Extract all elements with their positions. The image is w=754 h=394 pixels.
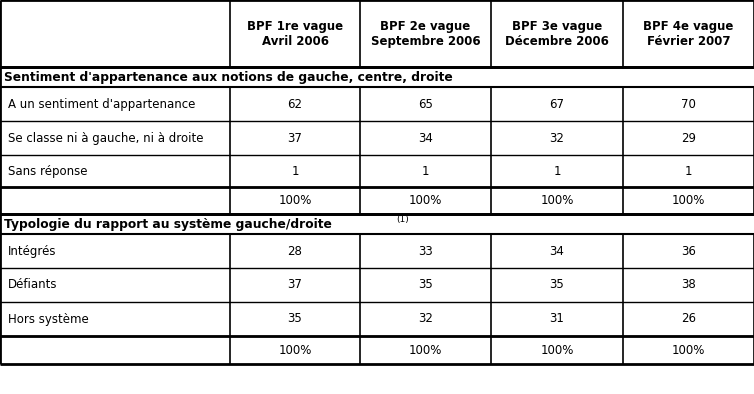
- Text: Sans réponse: Sans réponse: [8, 165, 87, 178]
- Text: 100%: 100%: [278, 194, 311, 207]
- Text: A un sentiment d'appartenance: A un sentiment d'appartenance: [8, 97, 195, 110]
- Text: 35: 35: [287, 312, 302, 325]
- Text: BPF 1re vague
Avril 2006: BPF 1re vague Avril 2006: [247, 19, 343, 48]
- Text: (1): (1): [396, 214, 409, 223]
- Text: 100%: 100%: [672, 344, 705, 357]
- Text: 37: 37: [287, 132, 302, 145]
- Text: 1: 1: [291, 165, 299, 178]
- Text: BPF 3e vague
Décembre 2006: BPF 3e vague Décembre 2006: [505, 19, 609, 48]
- Text: 32: 32: [550, 132, 565, 145]
- Text: 62: 62: [287, 97, 302, 110]
- Text: Se classe ni à gauche, ni à droite: Se classe ni à gauche, ni à droite: [8, 132, 204, 145]
- Text: 100%: 100%: [672, 194, 705, 207]
- Text: 35: 35: [418, 279, 433, 292]
- Text: 65: 65: [418, 97, 433, 110]
- Text: 100%: 100%: [541, 344, 574, 357]
- Text: 1: 1: [685, 165, 692, 178]
- Text: Intégrés: Intégrés: [8, 245, 57, 258]
- Text: Typologie du rapport au système gauche/droite: Typologie du rapport au système gauche/d…: [4, 217, 332, 230]
- Text: 70: 70: [681, 97, 696, 110]
- Text: 38: 38: [681, 279, 696, 292]
- Text: Sentiment d'appartenance aux notions de gauche, centre, droite: Sentiment d'appartenance aux notions de …: [4, 71, 452, 84]
- Text: BPF 2e vague
Septembre 2006: BPF 2e vague Septembre 2006: [371, 19, 480, 48]
- Text: 35: 35: [550, 279, 565, 292]
- Text: 1: 1: [553, 165, 561, 178]
- Text: 26: 26: [681, 312, 696, 325]
- Text: 100%: 100%: [409, 344, 442, 357]
- Text: 37: 37: [287, 279, 302, 292]
- Text: Défiants: Défiants: [8, 279, 57, 292]
- Text: 100%: 100%: [541, 194, 574, 207]
- Text: 31: 31: [550, 312, 565, 325]
- Text: 34: 34: [418, 132, 433, 145]
- Text: 100%: 100%: [409, 194, 442, 207]
- Text: Hors système: Hors système: [8, 312, 89, 325]
- Text: 28: 28: [287, 245, 302, 258]
- Text: 34: 34: [550, 245, 565, 258]
- Text: 67: 67: [550, 97, 565, 110]
- Text: 32: 32: [418, 312, 433, 325]
- Text: 33: 33: [418, 245, 433, 258]
- Text: 36: 36: [681, 245, 696, 258]
- Text: 29: 29: [681, 132, 696, 145]
- Text: 1: 1: [421, 165, 429, 178]
- Text: 100%: 100%: [278, 344, 311, 357]
- Text: BPF 4e vague
Février 2007: BPF 4e vague Février 2007: [643, 19, 734, 48]
